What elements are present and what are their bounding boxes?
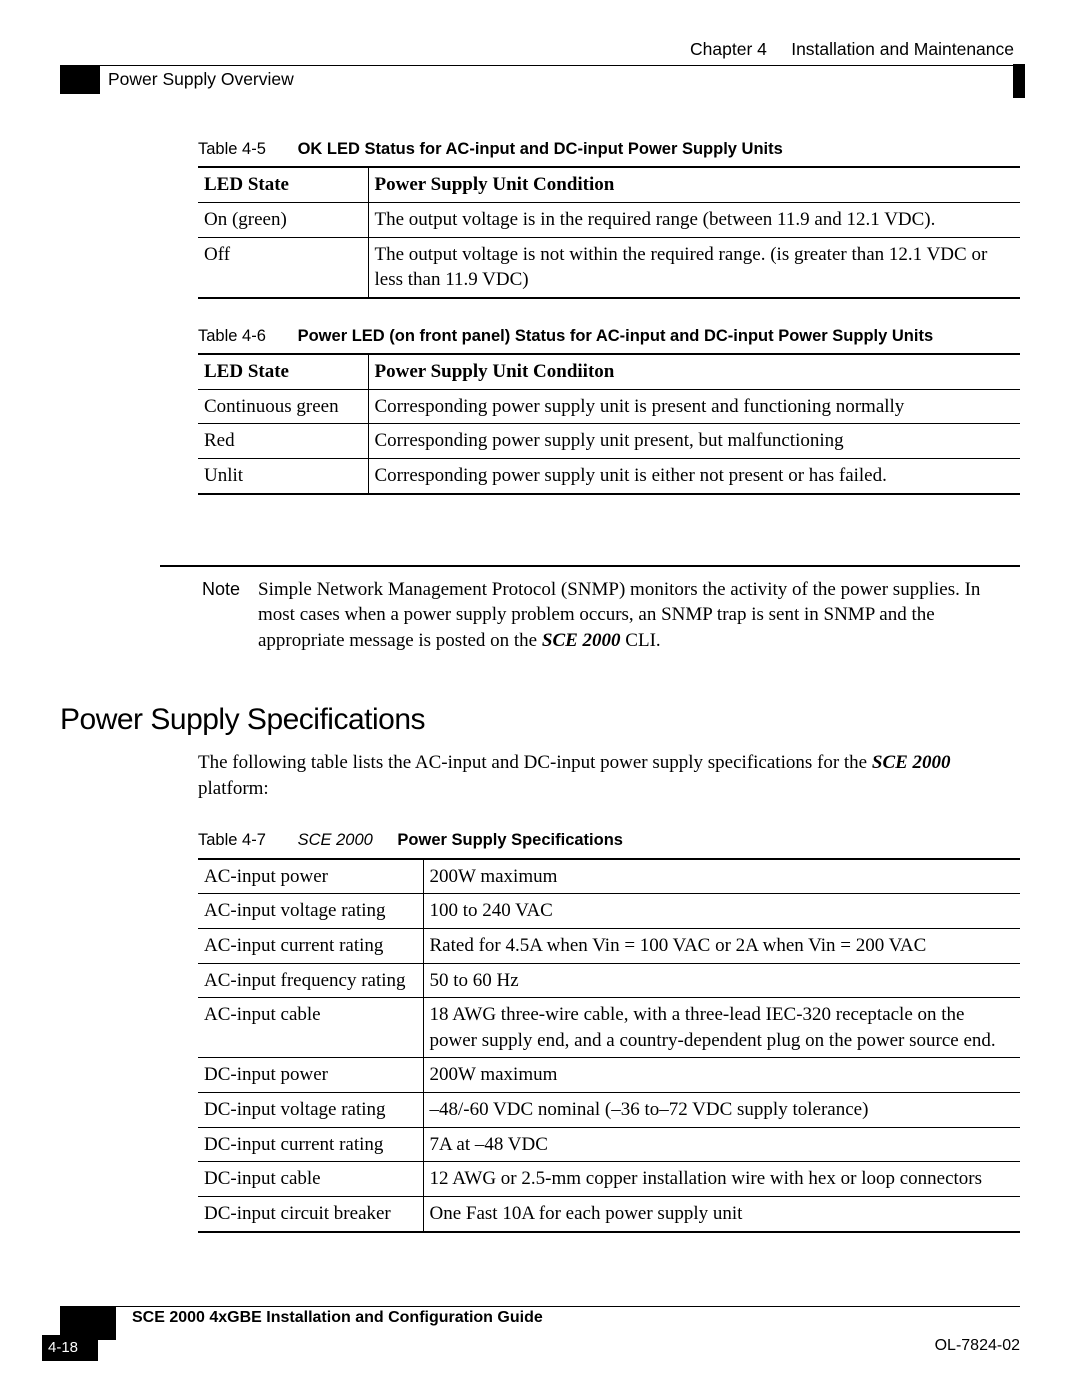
cell: On (green) [198, 202, 368, 237]
cell: Continuous green [198, 389, 368, 424]
intro-em: SCE 2000 [872, 752, 951, 773]
header-marker-left [60, 66, 100, 94]
footer-title: SCE 2000 4xGBE Installation and Configur… [132, 1307, 1020, 1329]
table-4-6: LED State Power Supply Unit Condiiton Co… [198, 353, 1020, 495]
cell: AC-input current rating [198, 928, 423, 963]
header-marker-right [1013, 64, 1025, 98]
cell: 200W maximum [423, 859, 1020, 894]
cell: AC-input cable [198, 998, 423, 1058]
cell: Corresponding power supply unit is prese… [368, 389, 1020, 424]
heading-power-supply-specifications: Power Supply Specifications [60, 700, 1020, 741]
section-label: Power Supply Overview [108, 66, 1020, 92]
table-row: DC-input cable12 AWG or 2.5-mm copper in… [198, 1162, 1020, 1197]
cell: Corresponding power supply unit present,… [368, 424, 1020, 459]
cell: DC-input cable [198, 1162, 423, 1197]
table-row: On (green) The output voltage is in the … [198, 202, 1020, 237]
cell: DC-input circuit breaker [198, 1197, 423, 1232]
caption-label: Table 4-7 [198, 829, 293, 851]
cell: 7A at –48 VDC [423, 1127, 1020, 1162]
cell: Unlit [198, 459, 368, 494]
table-header-row: LED State Power Supply Unit Condition [198, 167, 1020, 202]
intro-paragraph: The following table lists the AC-input a… [198, 750, 1020, 801]
table-row: Red Corresponding power supply unit pres… [198, 424, 1020, 459]
running-head-right: Chapter 4 Installation and Maintenance [60, 38, 1020, 62]
note-label: Note [160, 577, 258, 654]
chapter-title: Installation and Maintenance [791, 39, 1014, 59]
caption-title: Power LED (on front panel) Status for AC… [298, 327, 934, 345]
caption-label: Table 4-6 [198, 325, 293, 347]
cell: Off [198, 237, 368, 298]
table-row: DC-input power200W maximum [198, 1058, 1020, 1093]
note-rule [160, 565, 1020, 567]
col-condition: Power Supply Unit Condiiton [368, 354, 1020, 389]
note-text-2: CLI. [621, 630, 661, 651]
table-4-7-caption: Table 4-7 SCE 2000 Power Supply Specific… [198, 829, 1020, 851]
cell: DC-input current rating [198, 1127, 423, 1162]
table-4-6-caption: Table 4-6 Power LED (on front panel) Sta… [198, 325, 1020, 347]
col-condition: Power Supply Unit Condition [368, 167, 1020, 202]
table-row: Continuous green Corresponding power sup… [198, 389, 1020, 424]
table-row: DC-input voltage rating–48/-60 VDC nomin… [198, 1093, 1020, 1128]
note-body: Simple Network Management Protocol (SNMP… [258, 577, 1020, 654]
table-row: Unlit Corresponding power supply unit is… [198, 459, 1020, 494]
intro-text-1: The following table lists the AC-input a… [198, 752, 872, 773]
cell: 18 AWG three-wire cable, with a three-le… [423, 998, 1020, 1058]
cell: –48/-60 VDC nominal (–36 to–72 VDC suppl… [423, 1093, 1020, 1128]
table-row: AC-input frequency rating50 to 60 Hz [198, 963, 1020, 998]
cell: One Fast 10A for each power supply unit [423, 1197, 1020, 1232]
table-row: AC-input current ratingRated for 4.5A wh… [198, 928, 1020, 963]
table-4-7: AC-input power200W maximum AC-input volt… [198, 858, 1020, 1233]
table-row: AC-input cable18 AWG three-wire cable, w… [198, 998, 1020, 1058]
footer-marker [60, 1306, 116, 1340]
table-row: DC-input current rating7A at –48 VDC [198, 1127, 1020, 1162]
table-header-row: LED State Power Supply Unit Condiiton [198, 354, 1020, 389]
cell: 200W maximum [423, 1058, 1020, 1093]
note-em: SCE 2000 [542, 630, 621, 651]
cell: AC-input voltage rating [198, 894, 423, 929]
caption-title: Power Supply Specifications [397, 831, 623, 849]
table-row: AC-input power200W maximum [198, 859, 1020, 894]
cell: DC-input power [198, 1058, 423, 1093]
header-rule: Power Supply Overview [60, 65, 1020, 92]
cell: The output voltage is in the required ra… [368, 202, 1020, 237]
table-4-5: LED State Power Supply Unit Condition On… [198, 166, 1020, 299]
caption-sce: SCE 2000 [298, 831, 373, 849]
footer: SCE 2000 4xGBE Installation and Configur… [60, 1306, 1020, 1361]
cell: 100 to 240 VAC [423, 894, 1020, 929]
table-row: AC-input voltage rating100 to 240 VAC [198, 894, 1020, 929]
cell: Red [198, 424, 368, 459]
cell: 50 to 60 Hz [423, 963, 1020, 998]
caption-title: OK LED Status for AC-input and DC-input … [298, 140, 783, 158]
cell: AC-input power [198, 859, 423, 894]
cell: The output voltage is not within the req… [368, 237, 1020, 298]
table-row: Off The output voltage is not within the… [198, 237, 1020, 298]
table-4-5-caption: Table 4-5 OK LED Status for AC-input and… [198, 138, 1020, 160]
intro-text-2: platform: [198, 778, 269, 799]
cell: AC-input frequency rating [198, 963, 423, 998]
col-led-state: LED State [198, 167, 368, 202]
doc-id: OL-7824-02 [935, 1335, 1020, 1361]
cell: Corresponding power supply unit is eithe… [368, 459, 1020, 494]
caption-label: Table 4-5 [198, 138, 293, 160]
cell: Rated for 4.5A when Vin = 100 VAC or 2A … [423, 928, 1020, 963]
cell: DC-input voltage rating [198, 1093, 423, 1128]
col-led-state: LED State [198, 354, 368, 389]
chapter-label: Chapter 4 [690, 39, 767, 59]
table-row: DC-input circuit breakerOne Fast 10A for… [198, 1197, 1020, 1232]
cell: 12 AWG or 2.5-mm copper installation wir… [423, 1162, 1020, 1197]
note-block: Note Simple Network Management Protocol … [160, 577, 1020, 654]
